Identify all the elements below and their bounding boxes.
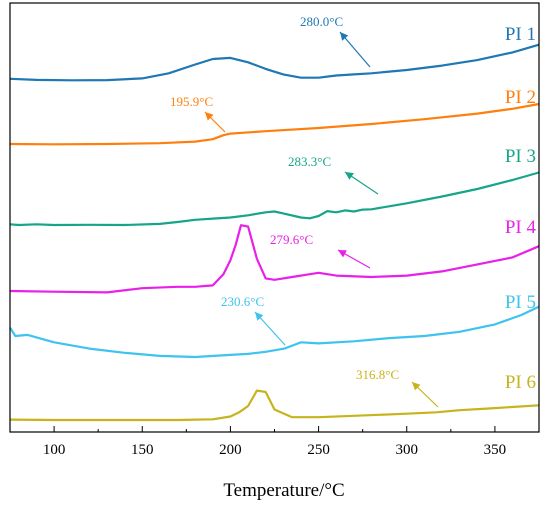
- series-layer: PI 1 PI 2 PI 3 PI 4 PI 5 PI 6: [9, 24, 540, 422]
- series-line-pi4: [9, 224, 540, 294]
- x-tick-label: 100: [43, 442, 66, 458]
- x-tick-label: 250: [307, 442, 330, 458]
- annotation-arrowhead-pi5: [255, 312, 264, 321]
- series-label-pi6: PI 6: [505, 372, 536, 393]
- x-axis: 100 150 200 250 300 350: [9, 426, 540, 458]
- x-tick-label: 150: [131, 442, 154, 458]
- series-line-pi2: [9, 102, 540, 146]
- annotation-arrowhead-pi6: [412, 382, 421, 391]
- series-label-pi5: PI 5: [505, 292, 536, 313]
- annotation-label-pi4: 279.6°C: [270, 232, 313, 247]
- x-axis-title: Temperature/°C: [223, 480, 344, 501]
- x-tick-label: 350: [484, 442, 507, 458]
- series-line-pi1: [9, 43, 540, 82]
- x-tick-label: 200: [219, 442, 242, 458]
- annotation-label-pi3: 283.3°C: [288, 154, 331, 169]
- annotation-label-pi6: 316.8°C: [356, 367, 399, 382]
- annotation-arrowhead-pi4: [338, 250, 347, 258]
- series-line-pi3: [9, 171, 540, 227]
- series-label-pi4: PI 4: [505, 217, 537, 238]
- annotation-arrowhead-pi3: [345, 172, 354, 180]
- annotation-label-pi5: 230.6°C: [221, 294, 264, 309]
- series-label-pi3: PI 3: [505, 146, 536, 167]
- series-line-pi5: [9, 305, 540, 359]
- x-tick-label: 300: [396, 442, 419, 458]
- annotation-layer: 280.0°C 195.9°C 283.3°C 279.6°C 230.6°C 316.8…: [170, 14, 439, 408]
- plot-border: [9, 2, 540, 433]
- annotation-label-pi2: 195.9°C: [170, 94, 213, 109]
- plot-frame: [9, 2, 540, 433]
- annotation-label-pi1: 280.0°C: [300, 14, 343, 29]
- annotation-arrowhead-pi2: [205, 112, 214, 121]
- series-label-pi2: PI 2: [505, 87, 536, 108]
- series-line-pi6: [9, 389, 540, 422]
- annotation-arrowhead-pi1: [340, 32, 349, 41]
- series-label-pi1: PI 1: [505, 24, 536, 45]
